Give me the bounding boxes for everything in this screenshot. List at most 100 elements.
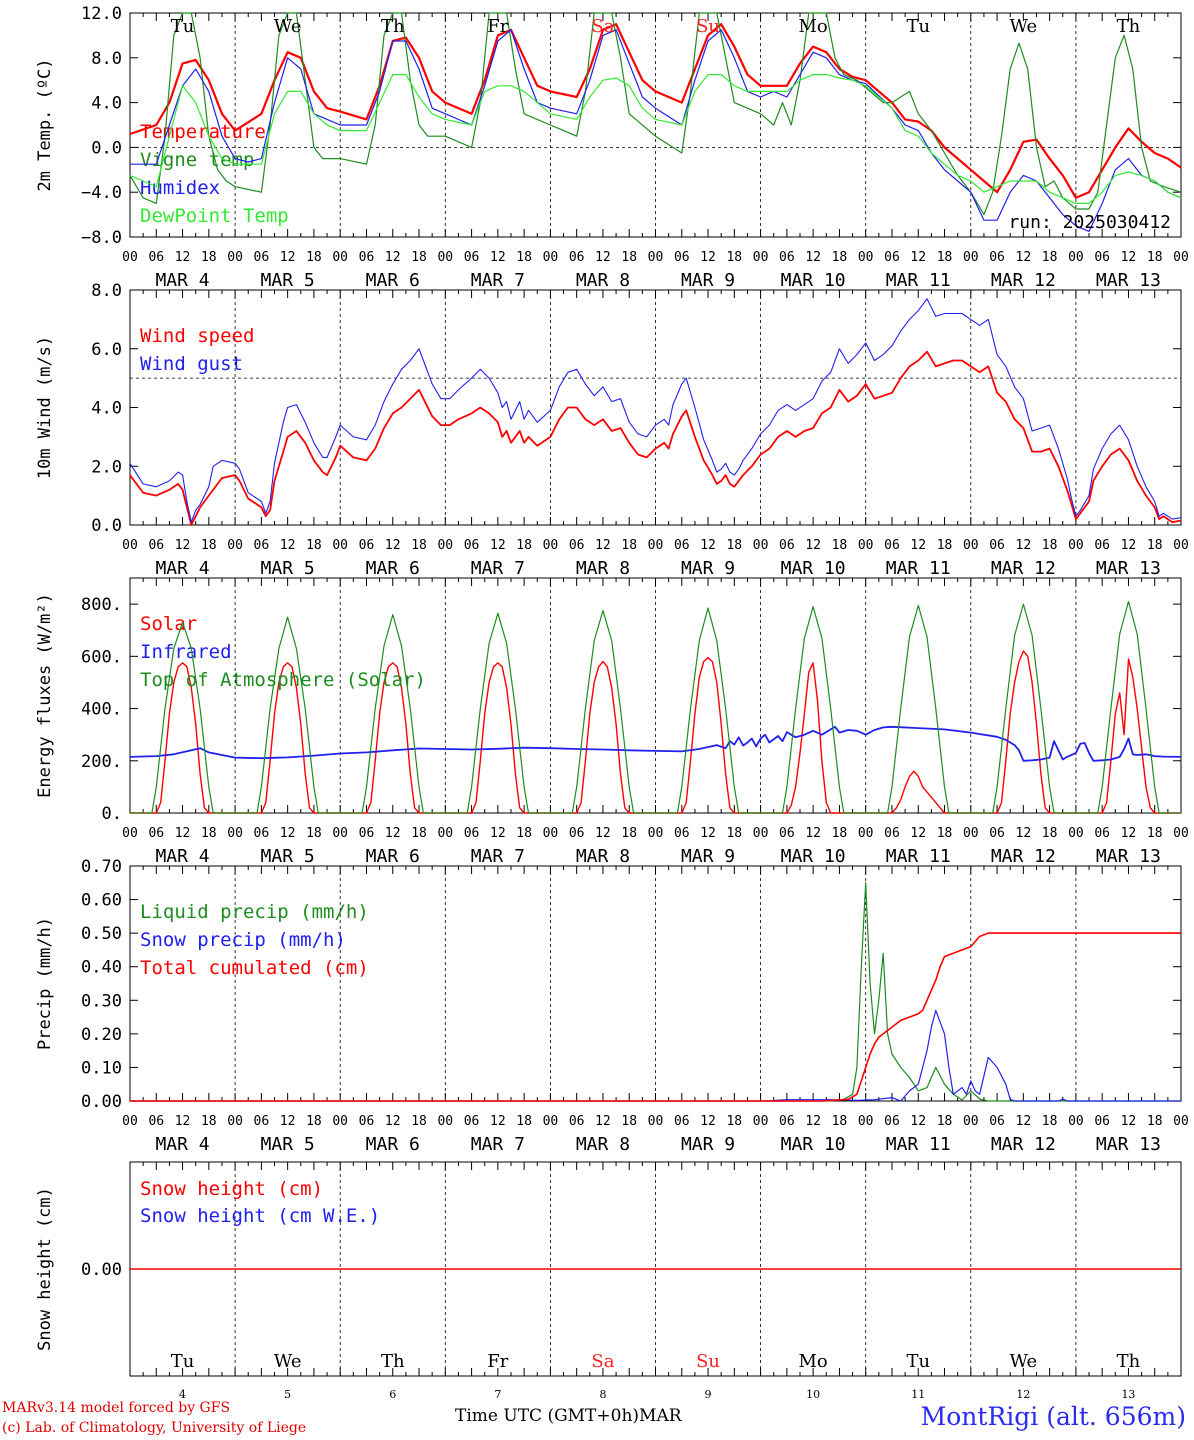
hour-tick-label: 00	[227, 250, 243, 265]
series-line-4-1	[130, 882, 1181, 1102]
y-tick-label: 0.50	[81, 924, 122, 944]
y-tick-label: 0.	[102, 804, 122, 824]
hour-tick-label: 12	[805, 1114, 821, 1129]
y-axis-label: Precip (mm/h)	[35, 917, 55, 1050]
hour-tick-label: 12	[175, 538, 191, 553]
hour-tick-label: 12	[175, 826, 191, 841]
station-name: MontRigi (alt. 656m)	[920, 1402, 1186, 1431]
hour-tick-label: 12	[595, 538, 611, 553]
day-number-label: 7	[494, 1388, 501, 1401]
hour-tick-label: 18	[516, 826, 532, 841]
date-label: MAR 6	[366, 1134, 420, 1155]
date-label: MAR 9	[681, 558, 735, 579]
date-label: MAR 7	[471, 1134, 525, 1155]
hour-tick-label: 18	[306, 250, 322, 265]
hour-tick-label: 06	[464, 1114, 480, 1129]
date-label: MAR 6	[366, 558, 420, 579]
y-tick-label: 0.20	[81, 1025, 122, 1045]
day-of-week-label: Th	[381, 1351, 405, 1372]
hour-tick-label: 18	[1042, 826, 1058, 841]
hour-tick-label: 06	[359, 1114, 375, 1129]
hour-tick-label: 00	[1068, 1114, 1084, 1129]
y-axis-label: Snow height (cm)	[35, 1187, 55, 1351]
day-number-label: 11	[911, 1388, 925, 1401]
date-label: MAR 7	[471, 846, 525, 867]
hour-tick-label: 00	[437, 250, 453, 265]
day-number-label: 9	[705, 1388, 712, 1401]
date-label: MAR 11	[886, 558, 951, 579]
hour-tick-label: 18	[1147, 538, 1163, 553]
y-tick-label: 6.0	[91, 340, 122, 360]
y-tick-label: 800.	[81, 595, 122, 615]
series-line-4-2	[130, 1009, 1181, 1102]
day-of-week-label: We	[274, 1351, 302, 1372]
hour-tick-label: 00	[753, 1114, 769, 1129]
day-of-week-label: Mo	[799, 1351, 828, 1372]
hour-tick-label: 12	[280, 250, 296, 265]
date-label: MAR 9	[681, 846, 735, 867]
hour-tick-label: 18	[201, 538, 217, 553]
y-tick-label: 400.	[81, 700, 122, 720]
hour-tick-label: 06	[254, 826, 270, 841]
panel-2: 8.0 6.0 4.0 2.0 0.0 10m Wind (m/s) Wind speed W…	[35, 281, 1189, 579]
hour-tick-label: 18	[832, 826, 848, 841]
date-label: MAR 7	[471, 558, 525, 579]
y-tick-label: 0.00	[81, 1260, 122, 1280]
date-label: MAR 6	[366, 270, 420, 291]
date-label: MAR 11	[886, 846, 951, 867]
hour-tick-label: 18	[937, 250, 953, 265]
hour-tick-label: 00	[1173, 1114, 1189, 1129]
hour-tick-label: 18	[832, 1114, 848, 1129]
hour-tick-label: 18	[516, 250, 532, 265]
day-of-week-label: We	[1010, 1351, 1038, 1372]
hour-tick-label: 06	[674, 538, 690, 553]
hour-tick-label: 00	[543, 1114, 559, 1129]
hour-tick-label: 06	[989, 826, 1005, 841]
hour-tick-label: 12	[280, 538, 296, 553]
time-axis-label: Time UTC (GMT+0h)MAR	[455, 1406, 682, 1426]
day-of-week-label: Sa	[591, 1351, 614, 1372]
legend-entry: Snow precip (mm/h)	[140, 929, 346, 951]
date-label: MAR 12	[991, 846, 1056, 867]
hour-tick-label: 12	[385, 250, 401, 265]
hour-tick-label: 18	[411, 538, 427, 553]
series-line-1-1	[129, 23, 1182, 199]
day-number-label: 4	[179, 1388, 186, 1401]
day-of-week-label: Fr	[487, 1351, 508, 1372]
legend-entry: Solar	[140, 613, 197, 635]
hour-tick-label: 00	[753, 538, 769, 553]
hour-tick-label: 12	[1016, 538, 1032, 553]
hour-tick-label: 18	[1147, 826, 1163, 841]
hour-tick-label: 06	[148, 538, 164, 553]
date-label: MAR 7	[471, 270, 525, 291]
hour-tick-label: 18	[937, 538, 953, 553]
hour-tick-label: 00	[753, 826, 769, 841]
date-label: MAR 5	[261, 1134, 315, 1155]
hour-tick-label: 12	[385, 538, 401, 553]
hour-tick-label: 06	[989, 250, 1005, 265]
date-label: MAR 10	[781, 1134, 846, 1155]
legend-entry: Wind gust	[140, 353, 243, 375]
date-label: MAR 10	[781, 270, 846, 291]
hour-tick-label: 06	[779, 826, 795, 841]
date-label: MAR 5	[261, 846, 315, 867]
hour-tick-label: 18	[306, 1114, 322, 1129]
hour-tick-label: 06	[464, 250, 480, 265]
hour-tick-label: 00	[543, 826, 559, 841]
lab-credit: (c) Lab. of Climatology, University of L…	[2, 1420, 307, 1436]
hour-tick-label: 06	[148, 1114, 164, 1129]
hour-tick-label: 00	[648, 250, 664, 265]
hour-tick-label: 06	[359, 538, 375, 553]
hour-tick-label: 00	[332, 1114, 348, 1129]
hour-tick-label: 00	[122, 250, 138, 265]
hour-tick-label: 06	[464, 538, 480, 553]
hour-tick-label: 12	[490, 250, 506, 265]
hour-tick-label: 18	[411, 826, 427, 841]
hour-tick-label: 06	[674, 826, 690, 841]
hour-tick-label: 12	[490, 538, 506, 553]
legend-entry: Vigne temp	[140, 149, 254, 171]
hour-tick-label: 00	[648, 538, 664, 553]
date-label: MAR 13	[1096, 270, 1161, 291]
hour-tick-label: 06	[148, 826, 164, 841]
series-line-1-4	[129, 73, 1182, 204]
